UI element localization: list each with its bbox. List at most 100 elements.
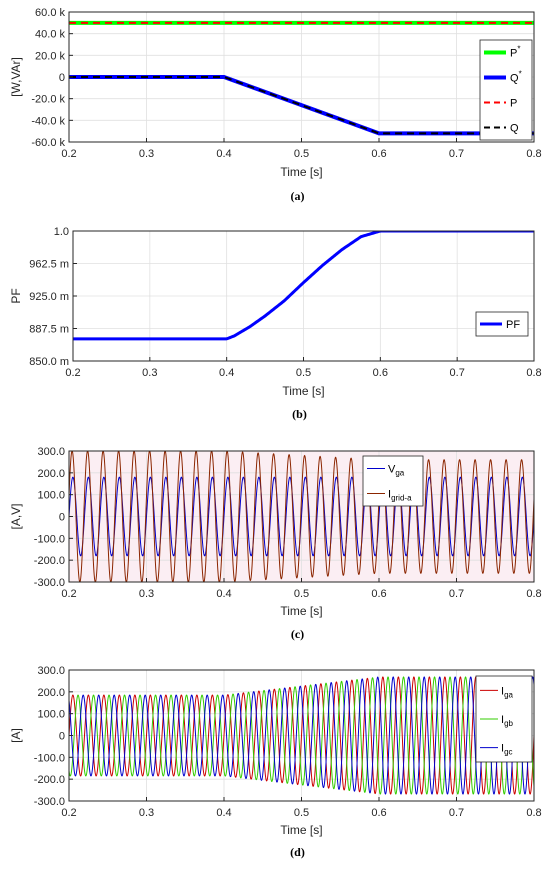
legend-label-sub: gb xyxy=(504,719,513,728)
y-tick-label: -300.0 xyxy=(34,577,65,589)
x-tick-label: 0.7 xyxy=(449,807,464,819)
series-group xyxy=(69,20,534,136)
chart-d: 0.2 0.3 0.4 0.5 0.6 0.7 0.8 -300.0 -200.0 -100.0 0… xyxy=(9,665,542,859)
legend-label: Igc xyxy=(501,743,513,757)
y-axis-label: [A,V] xyxy=(9,503,23,529)
series-group xyxy=(69,451,534,582)
series-group xyxy=(73,231,534,341)
chart-b: 0.2 0.3 0.4 0.5 0.6 0.7 0.8 850.0 m 887.5 m 925.0… xyxy=(9,226,542,421)
legend: PF xyxy=(475,311,529,337)
x-tick-label: 0.7 xyxy=(449,148,464,160)
figure-caption: (c) xyxy=(291,627,304,641)
x-tick-label: 0.8 xyxy=(526,588,541,600)
y-tick-label: -300.0 xyxy=(34,796,65,808)
legend-label: PF xyxy=(506,319,520,331)
legend-label-sup: * xyxy=(519,70,522,79)
legend-label-name: I xyxy=(501,714,504,726)
figure-caption: (b) xyxy=(292,407,307,421)
legend-label-sub: ga xyxy=(504,690,513,699)
x-tick-label: 0.3 xyxy=(139,148,154,160)
series-line-Iga xyxy=(69,676,534,795)
x-tick-label: 0.8 xyxy=(526,807,541,819)
legend-label: P xyxy=(510,98,517,110)
legend-label-name: V xyxy=(388,464,396,476)
series-line-Igrid-a xyxy=(69,451,534,582)
y-tick-label: -200.0 xyxy=(34,774,65,786)
legend-label-name: PF xyxy=(506,319,520,331)
legend-label: P* xyxy=(510,45,520,60)
legend-label: Igb xyxy=(501,714,514,728)
chart-c: 0.2 0.3 0.4 0.5 0.6 0.7 0.8 -300.0 -200.0 -100.0 0… xyxy=(9,446,542,641)
y-tick-label: -60.0 k xyxy=(31,137,65,149)
chart-a: 0.2 0.3 0.4 0.5 0.6 0.7 0.8 -60.0 k -40.0 k -20.0… xyxy=(9,7,542,203)
legend-label-name: I xyxy=(501,685,504,697)
y-tick-label: 60.0 k xyxy=(35,7,65,19)
y-axis-label: PF xyxy=(9,288,23,303)
y-tick-label: -100.0 xyxy=(34,533,65,545)
legend-label-name: Q xyxy=(510,123,519,135)
legend-box xyxy=(479,39,533,141)
series-line-Igc xyxy=(69,676,534,795)
legend-label-name: I xyxy=(388,489,391,501)
y-tick-label: 100.0 xyxy=(37,490,65,502)
y-tick-label: 20.0 k xyxy=(35,50,65,62)
figure-caption: (d) xyxy=(290,845,305,859)
x-tick-label: 0.4 xyxy=(216,588,231,600)
y-tick-label: -40.0 k xyxy=(31,115,65,127)
y-tick-label: -20.0 k xyxy=(31,94,65,106)
x-tick-label: 0.5 xyxy=(294,588,309,600)
legend-label: Vga xyxy=(388,464,405,478)
y-tick-label: -100.0 xyxy=(34,752,65,764)
y-tick-label: 100.0 xyxy=(37,709,65,721)
y-tick-label: 200.0 xyxy=(37,468,65,480)
x-tick-label: 0.2 xyxy=(61,148,76,160)
legend-label-sub: gc xyxy=(504,748,512,757)
legend-label-name: P xyxy=(510,48,517,60)
series-line-Q xyxy=(69,76,534,135)
legend-label: Q* xyxy=(510,70,522,85)
y-tick-label: 200.0 xyxy=(37,687,65,699)
x-tick-label: 0.5 xyxy=(296,367,311,379)
x-tick-label: 0.2 xyxy=(61,588,76,600)
x-tick-label: 0.3 xyxy=(142,367,157,379)
x-tick-label: 0.6 xyxy=(371,807,386,819)
x-tick-label: 0.7 xyxy=(449,588,464,600)
legend-label-name: Q xyxy=(510,73,519,85)
legend-label-name: P xyxy=(510,98,517,110)
legend-label: Igrid-a xyxy=(388,489,412,503)
y-tick-label: 962.5 m xyxy=(29,259,69,271)
legend-label: Iga xyxy=(501,685,514,699)
figure-caption: (a) xyxy=(291,189,305,203)
y-tick-label: 925.0 m xyxy=(29,291,69,303)
x-tick-label: 0.4 xyxy=(216,807,231,819)
x-tick-label: 0.7 xyxy=(450,367,465,379)
series-group xyxy=(69,676,534,795)
x-tick-label: 0.8 xyxy=(526,148,541,160)
x-tick-label: 0.3 xyxy=(139,807,154,819)
series-line-Igb xyxy=(69,676,534,795)
y-tick-label: -200.0 xyxy=(34,555,65,567)
y-tick-label: 0 xyxy=(59,512,65,524)
legend-label-sub: grid-a xyxy=(391,494,412,503)
legend-box xyxy=(362,455,424,507)
y-tick-label: 850.0 m xyxy=(29,356,69,368)
legend: P*Q*PQ xyxy=(479,39,533,141)
series-line-Vga xyxy=(69,476,534,557)
x-axis-label: Time [s] xyxy=(280,823,322,837)
x-tick-label: 0.5 xyxy=(294,807,309,819)
y-axis-label: [W,VAr] xyxy=(9,57,23,97)
x-tick-label: 0.6 xyxy=(371,588,386,600)
y-tick-label: 0 xyxy=(59,731,65,743)
y-tick-label: 1.0 xyxy=(54,226,69,238)
x-tick-label: 0.5 xyxy=(294,148,309,160)
legend: Vga Igrid-a xyxy=(362,455,424,507)
series-line-PF xyxy=(73,231,534,341)
x-tick-label: 0.2 xyxy=(65,367,80,379)
y-tick-label: 300.0 xyxy=(37,665,65,677)
legend-label-name: I xyxy=(501,743,504,755)
y-tick-label: 0 xyxy=(59,72,65,84)
y-tick-label: 887.5 m xyxy=(29,324,69,336)
y-tick-label: 300.0 xyxy=(37,446,65,458)
